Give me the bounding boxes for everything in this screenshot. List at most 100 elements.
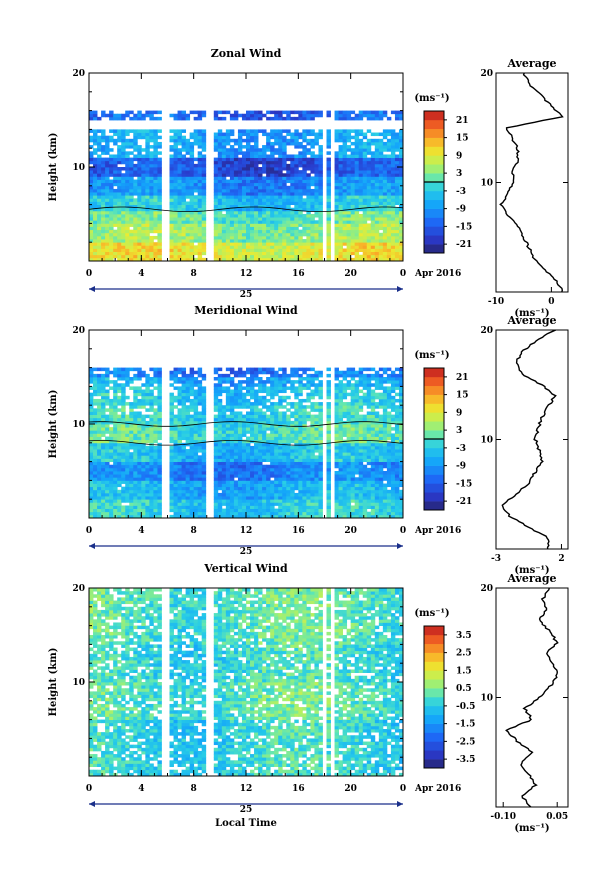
heatmap-cell <box>181 185 187 190</box>
heatmap-cell <box>181 455 187 459</box>
heatmap-cell <box>229 198 235 202</box>
heatmap-cell <box>89 474 94 478</box>
heatmap-cell <box>173 505 178 509</box>
heatmap-cell <box>294 160 299 165</box>
heatmap-cell <box>105 173 110 177</box>
heatmap-cell <box>153 461 158 466</box>
heatmap-cell <box>181 480 187 484</box>
heatmap-cell <box>350 179 356 184</box>
heatmap-cell <box>233 217 239 221</box>
heatmap-cell <box>278 239 283 243</box>
heatmap-cell <box>121 192 126 196</box>
heatmap-cell <box>185 427 191 431</box>
heatmap-cell <box>266 198 271 202</box>
heatmap-cell <box>173 245 178 249</box>
heatmap-cell <box>241 217 247 221</box>
heatmap-cell <box>173 145 178 149</box>
heatmap-cell <box>354 226 360 231</box>
heatmap-cell <box>157 511 162 516</box>
heatmap-cell <box>233 245 239 249</box>
heatmap-cell <box>306 204 311 209</box>
heatmap-cell <box>117 414 122 419</box>
heatmap-cell <box>350 257 356 262</box>
heatmap-cell <box>374 173 380 177</box>
heatmap-cell <box>157 251 162 256</box>
heatmap-cell <box>141 167 146 171</box>
heatmap-cell <box>225 210 231 215</box>
heatmap-cell <box>149 511 154 516</box>
heatmap-cell <box>101 433 106 437</box>
heatmap-cell <box>93 210 98 215</box>
heatmap-cell <box>282 151 287 155</box>
heatmap-cell <box>266 160 271 165</box>
heatmap-cell <box>177 110 182 115</box>
heatmap-cell <box>121 430 126 434</box>
heatmap-cell <box>270 195 275 199</box>
heatmap-cell <box>213 430 219 434</box>
heatmap-cell <box>181 492 187 497</box>
heatmap-cell <box>201 452 207 456</box>
heatmap-cell <box>157 204 162 209</box>
heatmap-cell <box>113 458 118 462</box>
heatmap-cell <box>145 514 150 519</box>
heatmap-cell <box>334 201 339 205</box>
heatmap-cell <box>338 160 344 165</box>
heatmap-cell <box>358 116 364 121</box>
heatmap-cell <box>254 245 259 249</box>
heatmap-cell <box>338 245 344 249</box>
heatmap-cell <box>378 182 384 187</box>
heatmap-cell <box>266 192 271 196</box>
heatmap-cell <box>354 251 360 256</box>
heatmap-cell <box>225 427 231 431</box>
heatmap-cell <box>173 167 178 171</box>
heatmap-cell <box>109 235 114 240</box>
heatmap-cell <box>149 207 154 212</box>
heatmap-cell <box>149 502 154 506</box>
heatmap-cell <box>274 483 279 488</box>
heatmap-cell <box>141 198 146 202</box>
heatmap-cell <box>338 167 344 171</box>
heatmap-cell <box>354 195 360 199</box>
heatmap-cell <box>93 167 98 171</box>
average-x-tick-label: -10 <box>488 297 504 307</box>
heatmap-cell <box>169 254 174 259</box>
heatmap-cell <box>129 442 134 447</box>
heatmap-cell <box>310 195 315 199</box>
heatmap-cell <box>201 445 207 450</box>
heatmap-cell <box>113 499 118 503</box>
heatmap-cell <box>137 427 142 431</box>
heatmap-cell <box>390 239 396 243</box>
heatmap-cell <box>358 239 364 243</box>
heatmap-cell <box>266 499 271 503</box>
heatmap-cell <box>129 367 134 372</box>
heatmap-cell <box>270 226 275 231</box>
heatmap-cell <box>270 188 275 193</box>
heatmap-cell <box>157 373 162 378</box>
heatmap-cell <box>217 239 223 243</box>
heatmap-cell <box>197 505 203 509</box>
colorbar-tick-label: 15 <box>456 134 469 144</box>
heatmap-cell <box>262 226 267 231</box>
heatmap-cell <box>181 229 187 234</box>
heatmap-cell <box>113 154 118 158</box>
heatmap-cell <box>370 157 376 162</box>
heatmap-cell <box>213 220 219 224</box>
heatmap-cell <box>149 452 154 456</box>
heatmap-cell <box>342 170 348 174</box>
heatmap-cell <box>225 220 231 224</box>
heatmap-cell <box>117 145 122 149</box>
heatmap-cell <box>310 141 315 146</box>
heatmap-cell <box>121 251 126 256</box>
heatmap-cell <box>221 226 227 231</box>
heatmap-cell <box>274 163 279 168</box>
heatmap-cell <box>169 424 174 428</box>
heatmap-cell <box>93 141 98 146</box>
heatmap-cell <box>398 220 404 224</box>
heatmap-cell <box>201 458 207 462</box>
heatmap-cell <box>386 220 392 224</box>
heatmap-cell <box>133 145 138 149</box>
heatmap-cell <box>274 129 279 133</box>
heatmap-cell <box>270 474 275 478</box>
heatmap-cell <box>173 248 178 252</box>
heatmap-cell <box>350 176 356 180</box>
